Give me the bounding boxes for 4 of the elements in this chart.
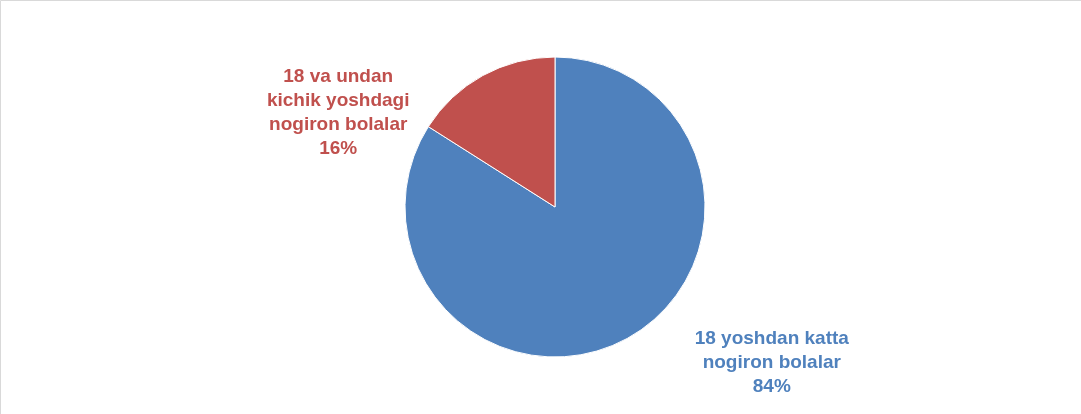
data-label: 16% xyxy=(319,136,358,158)
data-label: 84% xyxy=(752,375,791,397)
slice-label: 18 yoshdan katta nogiron bolalar xyxy=(694,327,850,373)
slice-label: 18 va undan kichik yoshdagi nogiron bolalar xyxy=(266,64,410,134)
